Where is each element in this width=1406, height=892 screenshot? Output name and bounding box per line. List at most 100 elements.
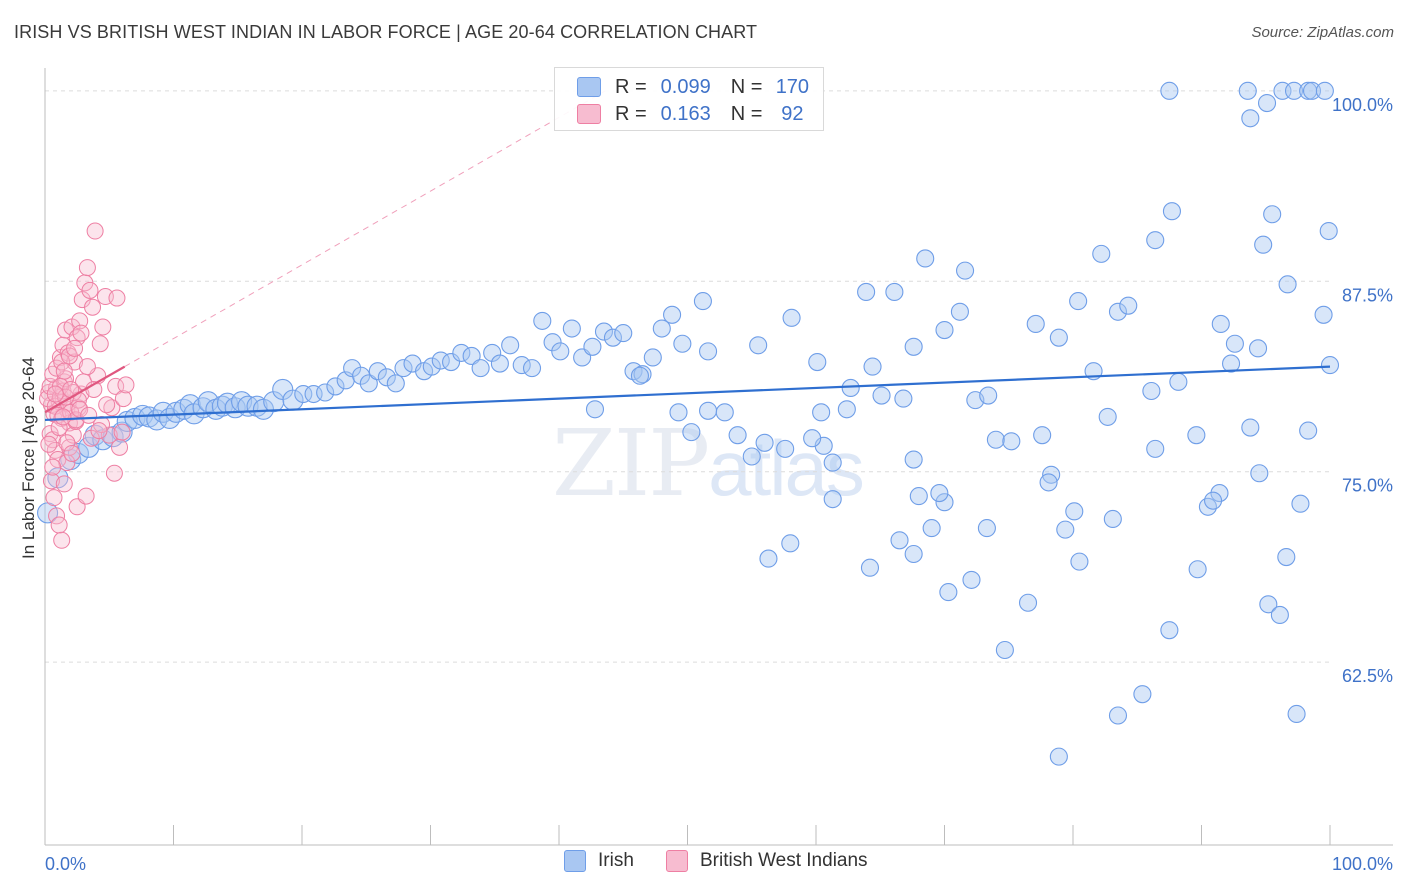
bwi-point: [58, 434, 76, 452]
irish-point: [1039, 473, 1058, 492]
irish-point: [462, 346, 481, 365]
bwi-point: [54, 408, 72, 426]
series-legend-bwi[interactable]: British West Indians: [666, 850, 868, 872]
bwi-point: [77, 487, 95, 505]
irish-point: [823, 490, 842, 509]
bwi-point: [55, 475, 73, 493]
y-tick-label: 87.5%: [1342, 285, 1393, 305]
bwi-point: [114, 390, 132, 408]
legend-n-value: 92: [781, 102, 804, 125]
irish-point: [533, 311, 552, 330]
irish-point: [1263, 205, 1282, 224]
irish-point: [1169, 372, 1188, 391]
irish-point: [1284, 81, 1304, 100]
irish-point: [803, 429, 822, 448]
irish-point: [152, 401, 174, 423]
irish-point: [930, 484, 949, 503]
irish-point: [728, 426, 747, 445]
irish-point: [935, 320, 954, 340]
irish-point: [252, 398, 275, 420]
irish-point: [643, 348, 662, 367]
bwi-point: [86, 222, 104, 240]
irish-point: [894, 389, 913, 408]
irish-point: [1026, 314, 1045, 334]
irish-point: [693, 292, 712, 311]
series-swatch-irish: [564, 850, 586, 872]
y-tick-label: 75.0%: [1342, 476, 1393, 496]
irish-point: [1241, 418, 1260, 437]
irish-point: [603, 328, 623, 347]
irish-point: [979, 386, 998, 405]
irish-point: [1056, 520, 1075, 539]
irish-point: [823, 453, 842, 472]
bwi-trend-extension: [124, 90, 606, 368]
series-label-irish: Irish: [598, 850, 634, 871]
irish-point: [1248, 339, 1268, 358]
bwi-point: [84, 298, 102, 316]
irish-point: [995, 640, 1014, 660]
irish-point: [1302, 81, 1322, 100]
irish-point: [583, 337, 602, 356]
irish-point: [1188, 560, 1207, 579]
series-legend: Irish British West Indians: [0, 850, 1406, 878]
legend-r-value: 0.099: [660, 75, 711, 98]
irish-point: [1225, 334, 1244, 353]
bwi-point: [50, 516, 68, 534]
y-tick-label: 100.0%: [1332, 95, 1393, 115]
irish-point: [715, 403, 734, 422]
legend-swatch-bwi: [577, 104, 601, 124]
irish-point: [1259, 595, 1278, 614]
legend-row-irish: R = 0.099 N = 170: [577, 74, 816, 100]
irish-point: [512, 356, 531, 375]
irish-point: [452, 343, 471, 362]
irish-point: [368, 362, 387, 381]
irish-point: [1018, 593, 1038, 612]
irish-point: [1257, 93, 1277, 113]
correlation-legend: R = 0.099 N = 170 R = 0.163 N = 92: [554, 67, 824, 131]
irish-point: [956, 261, 975, 280]
irish-point: [1098, 407, 1117, 426]
irish-point: [872, 386, 891, 405]
irish-point: [197, 391, 219, 413]
irish-point: [860, 558, 880, 577]
chart-title: IRISH VS BRITISH WEST INDIAN IN LABOR FO…: [14, 22, 758, 42]
trend-lines: [44, 365, 1331, 422]
irish-point: [1146, 439, 1165, 458]
irish-point: [1033, 426, 1052, 445]
irish-point: [977, 519, 996, 538]
irish-point: [1160, 81, 1179, 100]
irish-point: [1049, 328, 1068, 347]
irish-point: [501, 336, 520, 355]
bwi-point: [46, 385, 64, 403]
bwi-point: [71, 312, 89, 330]
irish-point: [1238, 81, 1257, 100]
bwi-point: [80, 406, 98, 424]
irish-point: [471, 359, 490, 378]
axes: [44, 68, 1393, 846]
irish-point: [263, 391, 285, 413]
irish-point: [1108, 302, 1128, 321]
irish-point: [1146, 231, 1165, 250]
irish-point: [359, 374, 378, 393]
irish-point: [304, 384, 323, 404]
irish-point: [562, 319, 581, 338]
x-tick-label: 100.0%: [1332, 854, 1393, 874]
irish-point: [1210, 484, 1229, 503]
irish-point: [837, 400, 856, 419]
legend-r-label: R =: [615, 75, 647, 98]
legend-r-value: 0.163: [660, 102, 711, 125]
irish-point: [904, 337, 923, 356]
irish-point: [904, 544, 923, 564]
series-legend-irish[interactable]: Irish: [564, 850, 634, 872]
irish-point: [1250, 464, 1269, 483]
bwi-point: [44, 458, 62, 476]
reference-line: [124, 90, 606, 368]
bwi-points: [39, 222, 135, 549]
irish-point: [352, 366, 371, 385]
bwi-trend-line: [44, 365, 126, 414]
gridlines: [45, 90, 1330, 663]
legend-row-bwi: R = 0.163 N = 92: [577, 101, 816, 127]
irish-point: [1187, 426, 1206, 445]
irish-point: [699, 342, 718, 361]
irish-point: [1277, 548, 1296, 567]
